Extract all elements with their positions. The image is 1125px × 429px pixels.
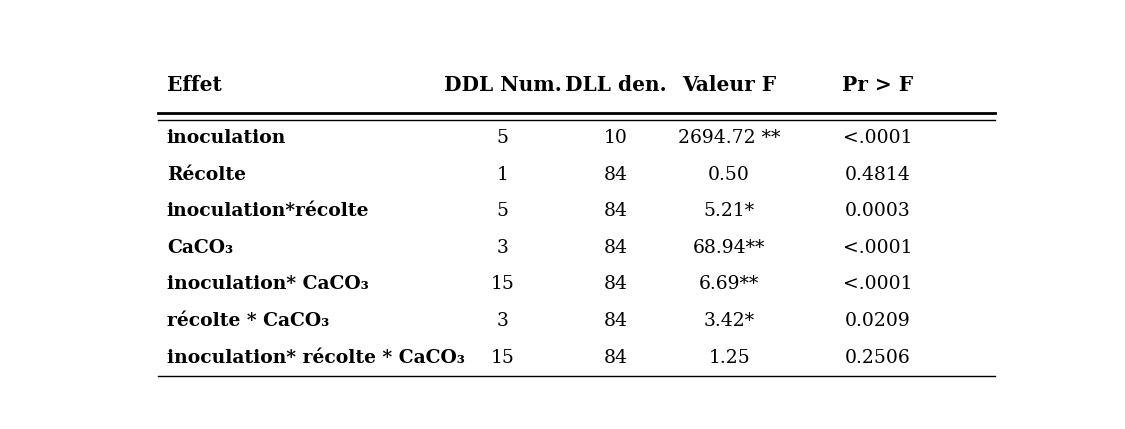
Text: 84: 84 xyxy=(604,202,628,220)
Text: 84: 84 xyxy=(604,166,628,184)
Text: 10: 10 xyxy=(604,129,628,147)
Text: <.0001: <.0001 xyxy=(843,129,912,147)
Text: 84: 84 xyxy=(604,349,628,366)
Text: DDL Num.: DDL Num. xyxy=(443,75,561,94)
Text: inoculation: inoculation xyxy=(166,129,286,147)
Text: 0.4814: 0.4814 xyxy=(845,166,910,184)
Text: Pr > F: Pr > F xyxy=(842,75,912,94)
Text: inoculation* récolte * CaCO₃: inoculation* récolte * CaCO₃ xyxy=(166,349,465,366)
Text: Récolte: Récolte xyxy=(166,166,245,184)
Text: Valeur F: Valeur F xyxy=(682,75,776,94)
Text: 0.0003: 0.0003 xyxy=(845,202,910,220)
Text: 2694.72 **: 2694.72 ** xyxy=(678,129,781,147)
Text: 15: 15 xyxy=(490,349,514,366)
Text: 0.2506: 0.2506 xyxy=(845,349,910,366)
Text: 0.0209: 0.0209 xyxy=(845,312,910,330)
Text: 68.94**: 68.94** xyxy=(693,239,765,257)
Text: 84: 84 xyxy=(604,312,628,330)
Text: inoculation*récolte: inoculation*récolte xyxy=(166,202,369,220)
Text: <.0001: <.0001 xyxy=(843,239,912,257)
Text: Effet: Effet xyxy=(166,75,222,94)
Text: 1.25: 1.25 xyxy=(709,349,750,366)
Text: DLL den.: DLL den. xyxy=(565,75,667,94)
Text: récolte * CaCO₃: récolte * CaCO₃ xyxy=(166,312,328,330)
Text: 1: 1 xyxy=(496,166,508,184)
Text: 84: 84 xyxy=(604,239,628,257)
Text: 5: 5 xyxy=(496,129,508,147)
Text: inoculation* CaCO₃: inoculation* CaCO₃ xyxy=(166,275,369,293)
Text: 3: 3 xyxy=(496,312,508,330)
Text: 84: 84 xyxy=(604,275,628,293)
Text: 5.21*: 5.21* xyxy=(703,202,755,220)
Text: 6.69**: 6.69** xyxy=(699,275,759,293)
Text: 3.42*: 3.42* xyxy=(703,312,755,330)
Text: 0.50: 0.50 xyxy=(709,166,750,184)
Text: CaCO₃: CaCO₃ xyxy=(166,239,233,257)
Text: 3: 3 xyxy=(496,239,508,257)
Text: <.0001: <.0001 xyxy=(843,275,912,293)
Text: 15: 15 xyxy=(490,275,514,293)
Text: 5: 5 xyxy=(496,202,508,220)
